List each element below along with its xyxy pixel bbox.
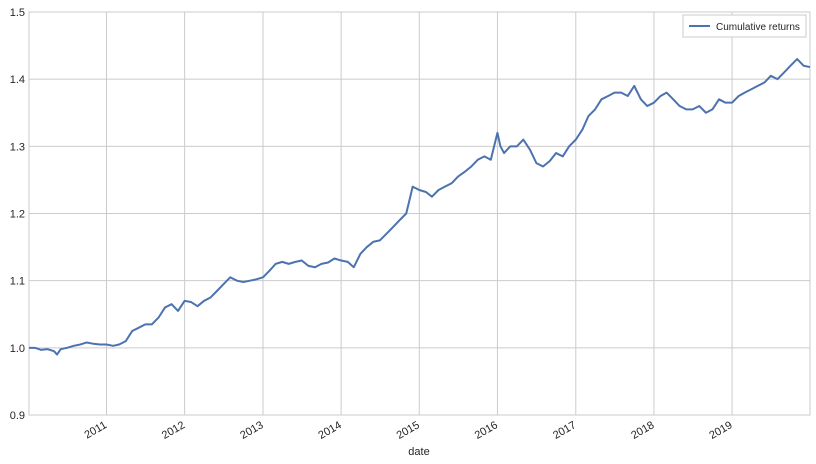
x-axis-ticks: 2011 2012 2013 2014 2015 2016 2017 2018 2019: [83, 419, 735, 442]
y-axis-ticks: 0.9 1.0 1.1 1.2 1.3 1.4 1.5: [10, 7, 25, 422]
x-tick-label: 2016: [473, 419, 500, 442]
legend-entry-label: Cumulative returns: [716, 22, 800, 33]
x-tick-label: 2019: [707, 419, 734, 442]
x-tick-label: 2015: [395, 419, 422, 442]
plot-frame: [28, 11, 811, 416]
x-tick-label: 2013: [238, 419, 265, 442]
x-tick-label: 2011: [83, 419, 109, 441]
y-tick-label: 1.0: [10, 343, 25, 355]
legend-box: [682, 14, 807, 38]
y-tick-label: 1.3: [10, 141, 25, 153]
series-layer: [29, 58, 811, 356]
x-tick-label: 2012: [160, 419, 187, 442]
legend: Cumulative returns: [682, 14, 807, 38]
y-tick-label: 1.2: [10, 209, 25, 221]
x-axis-label: date: [408, 446, 429, 458]
y-tick-label: 0.9: [10, 410, 25, 422]
grid-lines: [28, 11, 811, 416]
x-tick-label: 2017: [551, 419, 578, 442]
y-tick-label: 1.5: [10, 7, 25, 19]
y-tick-label: 1.1: [10, 276, 25, 288]
x-tick-label: 2018: [629, 419, 656, 442]
x-tick-label: 2014: [316, 419, 343, 442]
y-tick-label: 1.4: [10, 74, 25, 86]
series-line-cumulative-returns: [29, 58, 811, 356]
